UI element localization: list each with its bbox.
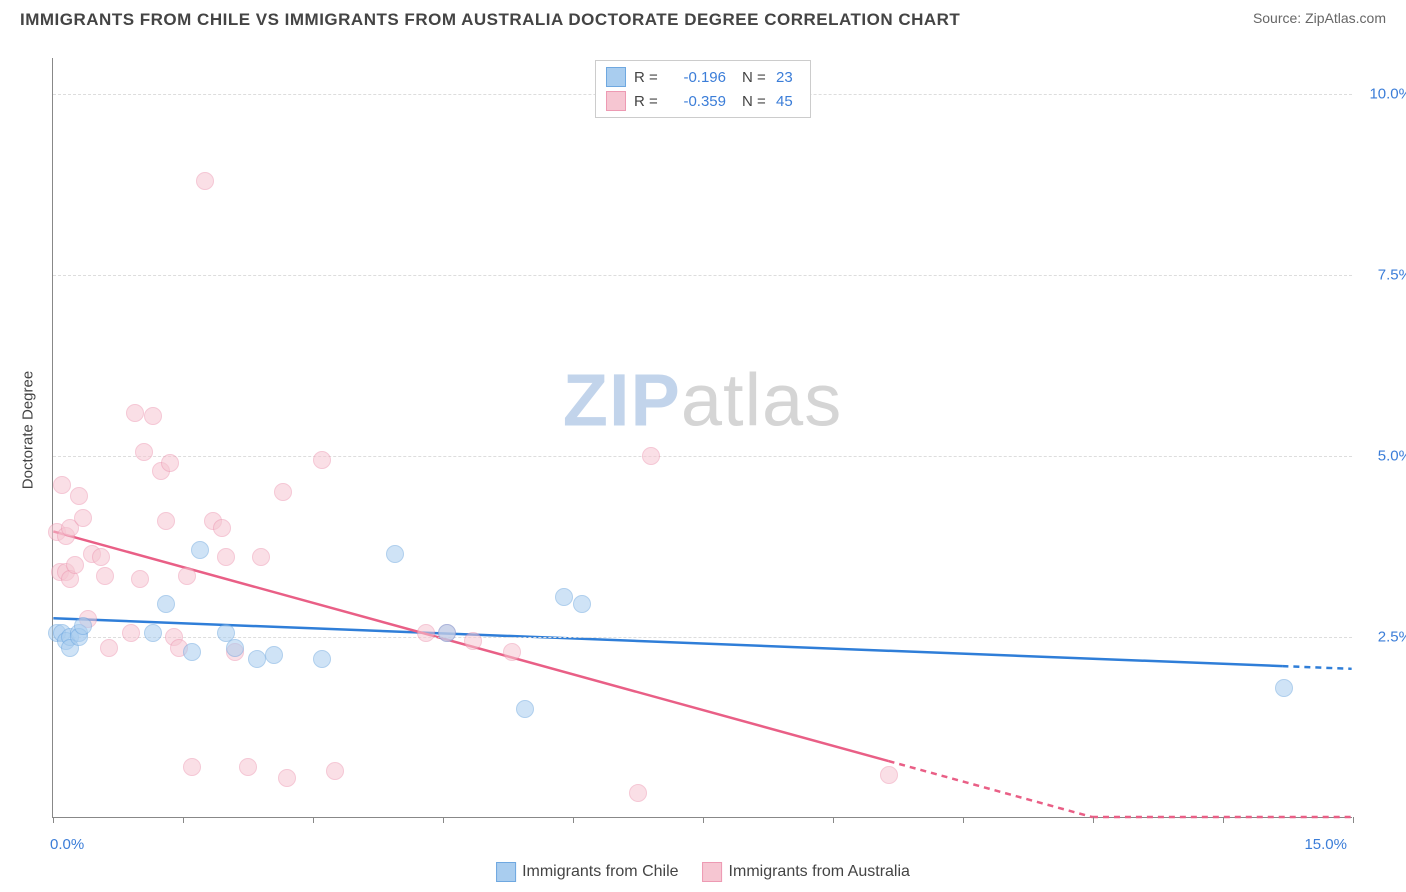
- data-point-australia: [183, 758, 201, 776]
- trend-line: [1282, 666, 1351, 669]
- data-point-chile: [313, 650, 331, 668]
- data-point-chile: [183, 643, 201, 661]
- data-point-chile: [248, 650, 266, 668]
- data-point-australia: [157, 512, 175, 530]
- gridline-horizontal: [53, 637, 1352, 638]
- legend-n-label: N =: [742, 93, 768, 110]
- data-point-australia: [70, 487, 88, 505]
- data-point-chile: [555, 588, 573, 606]
- data-point-australia: [217, 548, 235, 566]
- x-tick: [833, 817, 834, 823]
- chart-title: IMMIGRANTS FROM CHILE VS IMMIGRANTS FROM…: [20, 10, 960, 30]
- legend-label-chile: Immigrants from Chile: [522, 863, 678, 881]
- data-point-australia: [880, 766, 898, 784]
- data-point-australia: [66, 556, 84, 574]
- x-tick-label: 15.0%: [1304, 836, 1347, 853]
- data-point-australia: [74, 509, 92, 527]
- source-attribution: Source: ZipAtlas.com: [1253, 10, 1386, 26]
- data-point-australia: [417, 624, 435, 642]
- legend-row-chile: R = -0.196 N = 23: [606, 65, 800, 89]
- data-point-australia: [161, 454, 179, 472]
- data-point-australia: [92, 548, 110, 566]
- legend-r-value-chile: -0.196: [668, 69, 726, 86]
- legend-swatch-chile: [496, 862, 516, 882]
- data-point-australia: [144, 407, 162, 425]
- trend-lines-layer: [53, 58, 1352, 817]
- legend-n-value-australia: 45: [776, 93, 800, 110]
- x-tick: [963, 817, 964, 823]
- legend-swatch-chile: [606, 67, 626, 87]
- y-axis-label: Doctorate Degree: [20, 371, 37, 489]
- data-point-australia: [178, 567, 196, 585]
- legend-row-australia: R = -0.359 N = 45: [606, 89, 800, 113]
- legend-label-australia: Immigrants from Australia: [729, 863, 910, 881]
- y-tick-label: 7.5%: [1357, 267, 1406, 284]
- data-point-chile: [74, 617, 92, 635]
- watermark: ZIPatlas: [563, 357, 842, 442]
- data-point-australia: [503, 643, 521, 661]
- data-point-chile: [226, 639, 244, 657]
- data-point-chile: [144, 624, 162, 642]
- data-point-australia: [126, 404, 144, 422]
- data-point-australia: [122, 624, 140, 642]
- data-point-australia: [239, 758, 257, 776]
- watermark-atlas: atlas: [681, 358, 842, 441]
- data-point-australia: [100, 639, 118, 657]
- x-tick: [1093, 817, 1094, 823]
- plot-area: ZIPatlas 2.5%5.0%7.5%10.0%: [52, 58, 1352, 818]
- x-tick: [703, 817, 704, 823]
- legend-r-value-australia: -0.359: [668, 93, 726, 110]
- data-point-chile: [191, 541, 209, 559]
- y-tick-label: 2.5%: [1357, 629, 1406, 646]
- x-tick: [443, 817, 444, 823]
- data-point-chile: [386, 545, 404, 563]
- data-point-australia: [464, 632, 482, 650]
- legend-r-label: R =: [634, 93, 660, 110]
- data-point-chile: [1275, 679, 1293, 697]
- data-point-chile: [265, 646, 283, 664]
- x-tick-label: 0.0%: [50, 836, 84, 853]
- data-point-chile: [573, 595, 591, 613]
- data-point-australia: [313, 451, 331, 469]
- x-tick: [1353, 817, 1354, 823]
- legend-n-value-chile: 23: [776, 69, 800, 86]
- legend-swatch-australia: [703, 862, 723, 882]
- legend-r-label: R =: [634, 69, 660, 86]
- legend-n-label: N =: [742, 69, 768, 86]
- x-tick: [1223, 817, 1224, 823]
- data-point-australia: [196, 172, 214, 190]
- data-point-australia: [135, 443, 153, 461]
- legend-item-chile: Immigrants from Chile: [496, 862, 678, 882]
- correlation-legend: R = -0.196 N = 23 R = -0.359 N = 45: [595, 60, 811, 118]
- trend-line: [889, 761, 1092, 817]
- data-point-australia: [278, 769, 296, 787]
- data-point-australia: [326, 762, 344, 780]
- y-tick-label: 10.0%: [1357, 86, 1406, 103]
- data-point-australia: [96, 567, 114, 585]
- x-tick: [183, 817, 184, 823]
- x-tick: [53, 817, 54, 823]
- data-point-australia: [252, 548, 270, 566]
- data-point-australia: [642, 447, 660, 465]
- data-point-chile: [516, 700, 534, 718]
- gridline-horizontal: [53, 456, 1352, 457]
- data-point-chile: [438, 624, 456, 642]
- gridline-horizontal: [53, 275, 1352, 276]
- data-point-australia: [131, 570, 149, 588]
- data-point-australia: [274, 483, 292, 501]
- y-tick-label: 5.0%: [1357, 448, 1406, 465]
- data-point-australia: [53, 476, 71, 494]
- legend-swatch-australia: [606, 91, 626, 111]
- series-legend: Immigrants from Chile Immigrants from Aus…: [496, 862, 910, 882]
- watermark-zip: ZIP: [563, 358, 681, 441]
- data-point-chile: [157, 595, 175, 613]
- x-tick: [573, 817, 574, 823]
- legend-item-australia: Immigrants from Australia: [703, 862, 910, 882]
- x-tick: [313, 817, 314, 823]
- data-point-australia: [629, 784, 647, 802]
- data-point-australia: [213, 519, 231, 537]
